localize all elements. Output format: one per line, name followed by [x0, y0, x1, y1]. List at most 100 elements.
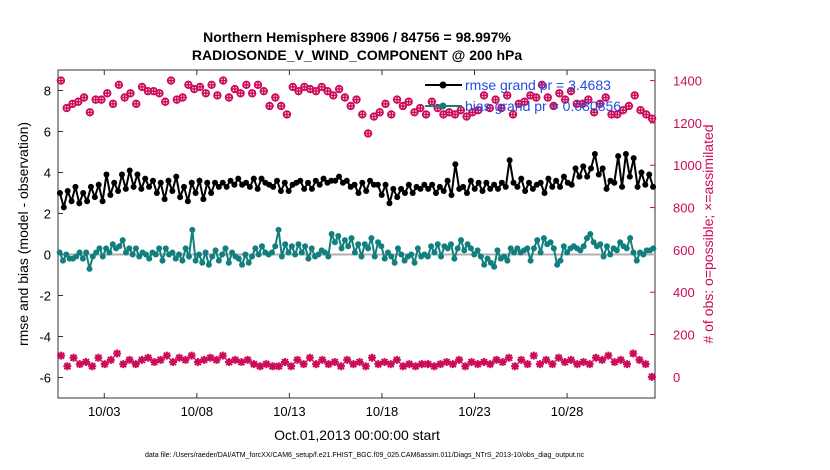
- y-left-tick-label: -4: [39, 330, 51, 345]
- rmse-point: [336, 173, 343, 180]
- bias-point: [335, 233, 342, 240]
- obs-possible-marker-cross: [429, 99, 435, 105]
- obs-possible-marker: [62, 103, 71, 113]
- obs-possible-marker: [375, 108, 384, 117]
- obs-possible-marker: [543, 93, 552, 102]
- obs-possible-marker-cross: [417, 105, 423, 111]
- obs-possible-marker: [271, 93, 280, 102]
- obs-assimilated-marker: [511, 362, 520, 371]
- obs-possible-marker: [520, 97, 529, 106]
- rmse-point: [619, 183, 626, 190]
- obs-possible-marker-cross: [591, 109, 597, 115]
- bias-point: [381, 255, 388, 262]
- y-right-tick-label: 1000: [673, 158, 702, 173]
- y-right-tick-label: 400: [673, 285, 695, 300]
- obs-possible-marker-cross: [319, 84, 325, 90]
- obs-assimilated-marker: [368, 353, 377, 362]
- rmse-point: [463, 190, 470, 196]
- obs-assimilated-marker: [100, 360, 109, 369]
- bias-point: [590, 239, 597, 246]
- obs-assimilated-marker: [125, 355, 134, 364]
- rmse-point: [518, 175, 525, 182]
- rmse-point: [425, 185, 432, 192]
- bias-point: [302, 243, 309, 250]
- obs-possible-marker-cross: [632, 92, 638, 98]
- bias-point: [159, 257, 166, 264]
- obs-possible-marker-cross: [406, 99, 412, 105]
- bias-point: [99, 253, 106, 260]
- bias-point: [93, 249, 100, 256]
- rmse-point: [436, 183, 443, 190]
- rmse-point: [510, 179, 517, 186]
- bias-point: [76, 249, 83, 256]
- rmse-point: [382, 181, 389, 188]
- obs-possible-marker-cross: [127, 90, 133, 96]
- obs-possible-marker-cross: [255, 82, 261, 88]
- obs-possible-marker: [265, 101, 274, 111]
- obs-possible-marker-cross: [400, 103, 406, 109]
- obs-assimilated-marker: [256, 362, 265, 371]
- bias-point: [182, 245, 189, 252]
- obs-possible-marker: [613, 110, 622, 119]
- bias-point: [530, 245, 537, 252]
- obs-possible-marker-cross: [458, 107, 464, 113]
- obs-possible-marker: [56, 76, 66, 85]
- rmse-point: [440, 187, 447, 194]
- obs-assimilated-marker: [262, 360, 271, 369]
- obs-possible-marker: [236, 89, 245, 98]
- rmse-point: [599, 165, 606, 172]
- bias-point: [607, 251, 614, 258]
- bias-point: [215, 257, 222, 264]
- obs-possible-marker: [120, 93, 129, 102]
- obs-assimilated-marker: [343, 355, 352, 364]
- obs-possible-marker-cross: [354, 97, 359, 103]
- obs-possible-marker-cross: [359, 111, 365, 117]
- rmse-point: [332, 177, 339, 184]
- obs-possible-marker: [132, 99, 141, 109]
- bias-point: [199, 259, 206, 266]
- rmse-point: [444, 177, 451, 184]
- obs-possible-marker-cross: [226, 95, 232, 101]
- obs-possible-marker: [74, 97, 83, 106]
- obs-possible-marker-cross: [168, 78, 174, 84]
- obs-possible-marker: [392, 95, 402, 104]
- obs-possible-marker-cross: [371, 114, 377, 120]
- obs-possible-marker: [259, 86, 268, 96]
- bias-point: [414, 245, 421, 252]
- bias-point: [172, 255, 179, 262]
- obs-assimilated-marker: [119, 360, 128, 369]
- bias-point: [650, 245, 657, 252]
- obs-assimilated-marker: [243, 355, 252, 364]
- chart-title-line2: RADIOSONDE_V_WIND_COMPONENT @ 200 hPa: [192, 47, 522, 63]
- obs-assimilated-marker: [200, 355, 209, 364]
- obs-possible-marker-cross: [469, 109, 475, 115]
- rmse-point: [588, 165, 595, 172]
- rmse-point: [615, 153, 622, 160]
- x-tick-label: 10/03: [88, 404, 121, 419]
- rmse-point: [541, 190, 548, 196]
- rmse-point: [103, 171, 110, 178]
- bias-point: [129, 251, 136, 258]
- rmse-point: [467, 177, 474, 184]
- rmse-point: [165, 177, 172, 184]
- obs-assimilated-marker: [554, 353, 563, 362]
- obs-assimilated-marker: [380, 358, 389, 367]
- obs-possible-marker-cross: [313, 88, 319, 94]
- obs-possible-marker: [334, 84, 344, 94]
- obs-assimilated-marker: [305, 353, 314, 362]
- rmse-point: [452, 161, 459, 168]
- obs-assimilated-marker: [225, 358, 234, 367]
- obs-possible-marker: [85, 108, 95, 117]
- obs-possible-marker: [352, 95, 361, 104]
- bias-point: [438, 253, 445, 260]
- bias-point: [325, 253, 332, 260]
- obs-possible-marker: [247, 89, 257, 98]
- y-left-tick-label: 6: [44, 125, 51, 140]
- obs-assimilated-marker: [88, 362, 97, 371]
- obs-possible-marker: [276, 101, 286, 111]
- obs-possible-marker: [491, 95, 500, 104]
- rmse-point: [363, 187, 370, 194]
- obs-assimilated-marker: [461, 362, 470, 371]
- rmse-point: [72, 183, 79, 190]
- obs-assimilated-marker: [274, 362, 283, 371]
